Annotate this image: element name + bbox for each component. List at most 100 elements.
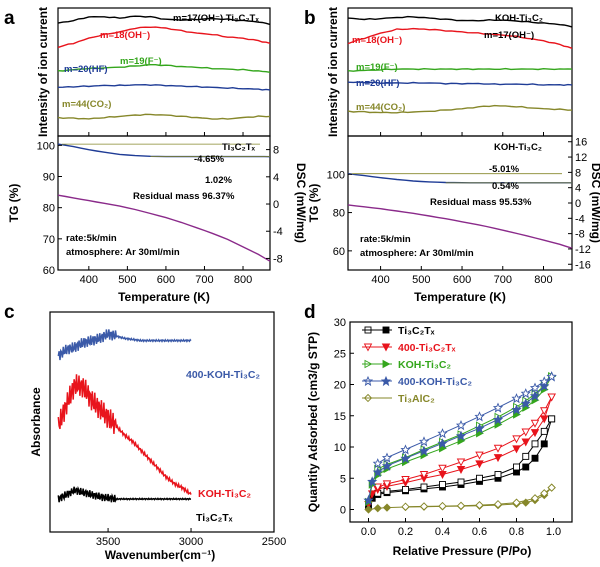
- iso-point-2-7: [456, 466, 466, 474]
- dsc-curve-b: [347, 204, 573, 249]
- iso-point-9-3: [512, 498, 521, 507]
- iso-point-1-4: [513, 463, 520, 471]
- iso-point-8-1: [373, 504, 382, 513]
- tg-ylabel-a: TG (%): [7, 184, 21, 223]
- tg-plot-b: 400 500 600 700 800 100 80 60 16 12 8 4 0 -4 -8 -12 -16: [327, 135, 591, 286]
- tg-ytick-label-a-0: 100: [37, 140, 55, 152]
- iso-line-9: [405, 487, 552, 508]
- tg-ytick-label-a-2: 80: [43, 203, 55, 215]
- tg-ytick-label-a-3: 70: [43, 234, 55, 246]
- iso-xtick-label-4: 0.8: [509, 526, 524, 538]
- tg-b-xtick-label-3: 700: [494, 274, 512, 286]
- ftir-series-1: [57, 374, 192, 495]
- iso-point-1-8: [439, 481, 446, 488]
- ms-series-b-4: [347, 104, 573, 114]
- iso-point-7-7: [455, 419, 467, 431]
- iso-point-6-13: [539, 380, 550, 391]
- dsc-ylabel-a: DSC (mW/mg): [294, 163, 308, 243]
- iso-point-1-2: [531, 440, 539, 448]
- ms-series-a-4: [57, 113, 271, 120]
- iso-point-1-10: [402, 486, 409, 493]
- tg-ytick-label-a-4: 60: [43, 265, 55, 277]
- iso-point-3-12: [373, 483, 383, 492]
- ftir-xtick-label-0: 3500: [96, 536, 120, 548]
- mass-loss1-b: -5.01%: [489, 164, 520, 175]
- ms-series-a-3: [57, 83, 271, 91]
- dsc-ytick-label-a-0: 8: [273, 145, 279, 157]
- iso-point-6-9: [492, 414, 504, 425]
- ms-plot-b: [347, 7, 573, 137]
- legend-d-label-1: 400-Ti₃C₂Tₓ: [398, 342, 456, 354]
- iso-point-7-8: [437, 428, 448, 439]
- iso-point-1-3: [522, 452, 530, 460]
- iso-point-7-0: [546, 371, 557, 382]
- iso-point-3-0: [547, 393, 556, 402]
- tg-b-xtick-label-1: 500: [412, 274, 430, 286]
- ms-legend-b-20: m=20(HF): [356, 78, 400, 89]
- mass-loss2-a: 1.02%: [205, 175, 232, 186]
- atmosphere-a: atmosphere: Ar 30ml/min: [66, 247, 180, 258]
- legend-d-label-2: KOH-Ti₃C₂: [398, 359, 451, 371]
- iso-point-1-1: [540, 427, 548, 435]
- dsc-ytick-label-a-4: -8: [273, 253, 283, 265]
- xlabel-a: Temperature (K): [118, 290, 210, 304]
- iso-point-7-11: [381, 452, 393, 463]
- iso-point-8-0: [364, 505, 373, 514]
- iso-point-9-1: [540, 489, 549, 498]
- ftir-xtick-label-2: 2500: [262, 536, 286, 548]
- iso-point-7-1: [539, 376, 550, 387]
- tg-sample-a: Ti₃C₂Tₓ: [222, 142, 256, 153]
- iso-point-6-0: [363, 494, 374, 506]
- iso-point-2-10: [512, 445, 521, 454]
- dsc-ytick-label-a-3: -4: [273, 226, 283, 238]
- ms-legend-a-18: m=18(OH⁻): [100, 30, 150, 41]
- iso-point-7-10: [400, 444, 411, 455]
- tg-b-xtick-label-0: 400: [371, 274, 389, 286]
- tg-a-xtick-label-3: 700: [195, 274, 213, 286]
- panel-d-label: d: [304, 302, 316, 323]
- iso-point-6-11: [520, 398, 531, 409]
- iso-point-9-8: [419, 502, 429, 511]
- ms-series-b-0: [347, 15, 573, 28]
- iso-point-7-2: [529, 382, 541, 393]
- tg-ytick-label-b-0: 100: [327, 169, 345, 181]
- iso-point-9-7: [438, 501, 447, 511]
- iso-point-0-13: [540, 440, 548, 448]
- iso-point-1-0: [548, 415, 556, 423]
- ms-series-a-0: [57, 15, 271, 26]
- tg-ytick-label-a-1: 90: [43, 172, 55, 184]
- iso-point-7-12: [372, 458, 383, 469]
- dsc-ytick-label-b-5: -4: [575, 213, 585, 225]
- ftir-series-0: [57, 329, 192, 361]
- iso-xtick-label-1: 0.2: [398, 526, 413, 538]
- iso-ytick-label-5: 25: [334, 348, 346, 360]
- dsc-ytick-label-b-3: 4: [575, 183, 581, 195]
- iso-point-1-7: [457, 478, 465, 486]
- iso-point-9-6: [456, 501, 466, 510]
- ftir-plot-c: 3500 3000 2500: [49, 311, 286, 548]
- legend-d-label-0: Ti₃C₂Tₓ: [398, 325, 435, 337]
- iso-xtick-label-0: 0.0: [361, 526, 376, 538]
- tg-curve-b: [347, 173, 572, 184]
- dsc-ytick-label-a-2: 0: [273, 199, 279, 211]
- dsc-ytick-label-b-6: -8: [575, 229, 585, 241]
- iso-point-3-7: [456, 458, 466, 467]
- iso-point-9-5: [475, 500, 484, 510]
- series-label-c-2: Ti₃C₂Tₓ: [196, 512, 233, 524]
- iso-xtick-label-3: 0.6: [472, 526, 487, 538]
- iso-point-6-5: [418, 445, 430, 456]
- iso-ytick-label-4: 20: [334, 380, 346, 392]
- iso-point-7-4: [511, 393, 522, 404]
- series-label-c-1: KOH-Ti₃C₂: [198, 488, 251, 500]
- iso-point-3-11: [382, 480, 392, 489]
- ms-series-b-3: [347, 81, 573, 87]
- ms-series-a-1: [57, 26, 271, 49]
- dsc-ytick-label-b-0: 16: [575, 137, 587, 149]
- ms-series-b-2: [347, 67, 573, 72]
- iso-point-1-6: [476, 474, 483, 482]
- legend-d-label-3: 400-KOH-Ti₃C₂: [398, 376, 472, 388]
- tg-b-xtick-label-4: 800: [534, 274, 552, 286]
- iso-point-3-10: [401, 476, 410, 484]
- dsc-ytick-label-b-7: -12: [575, 244, 591, 256]
- tg-ytick-label-b-2: 60: [333, 246, 345, 258]
